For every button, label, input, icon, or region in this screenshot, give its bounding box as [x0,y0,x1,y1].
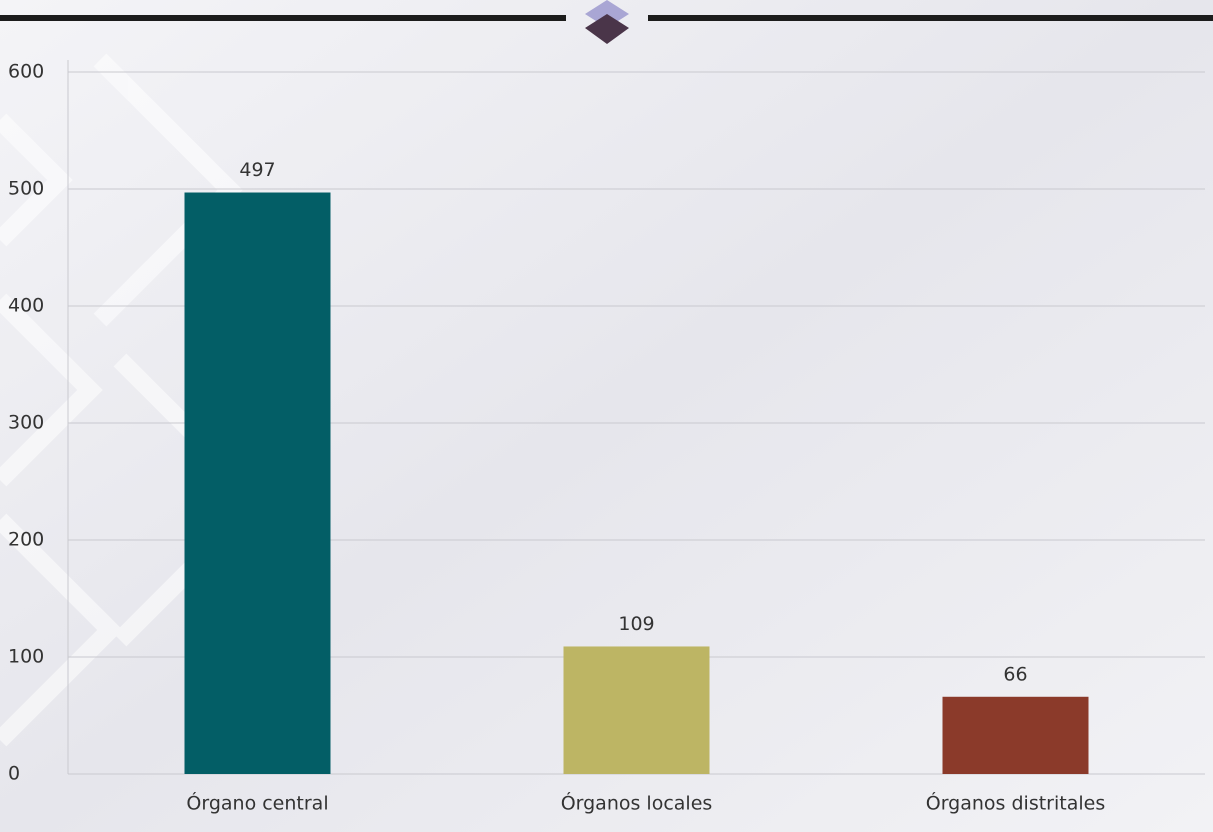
y-tick-label: 400 [8,295,44,317]
y-tick-label: 0 [8,763,20,785]
y-tick-label: 500 [8,178,44,200]
y-tick-label: 600 [8,61,44,83]
bar [564,646,710,774]
data-label: 109 [618,613,654,635]
y-tick-label: 300 [8,412,44,434]
bar [943,697,1089,774]
x-tick-label: Órganos distritales [926,791,1105,815]
x-tick-label: Órgano central [186,791,328,815]
chart: 0 100 200 300 400 500 600 Órgano central 497 Órga… [0,0,1213,832]
bar [185,193,331,774]
data-label: 66 [1003,663,1027,685]
y-tick-label: 200 [8,529,44,551]
data-label: 497 [239,159,275,181]
y-tick-label: 100 [8,646,44,668]
x-tick-label: Órganos locales [561,791,713,815]
page: 0 100 200 300 400 500 600 Órgano central 497 Órga… [0,0,1213,832]
